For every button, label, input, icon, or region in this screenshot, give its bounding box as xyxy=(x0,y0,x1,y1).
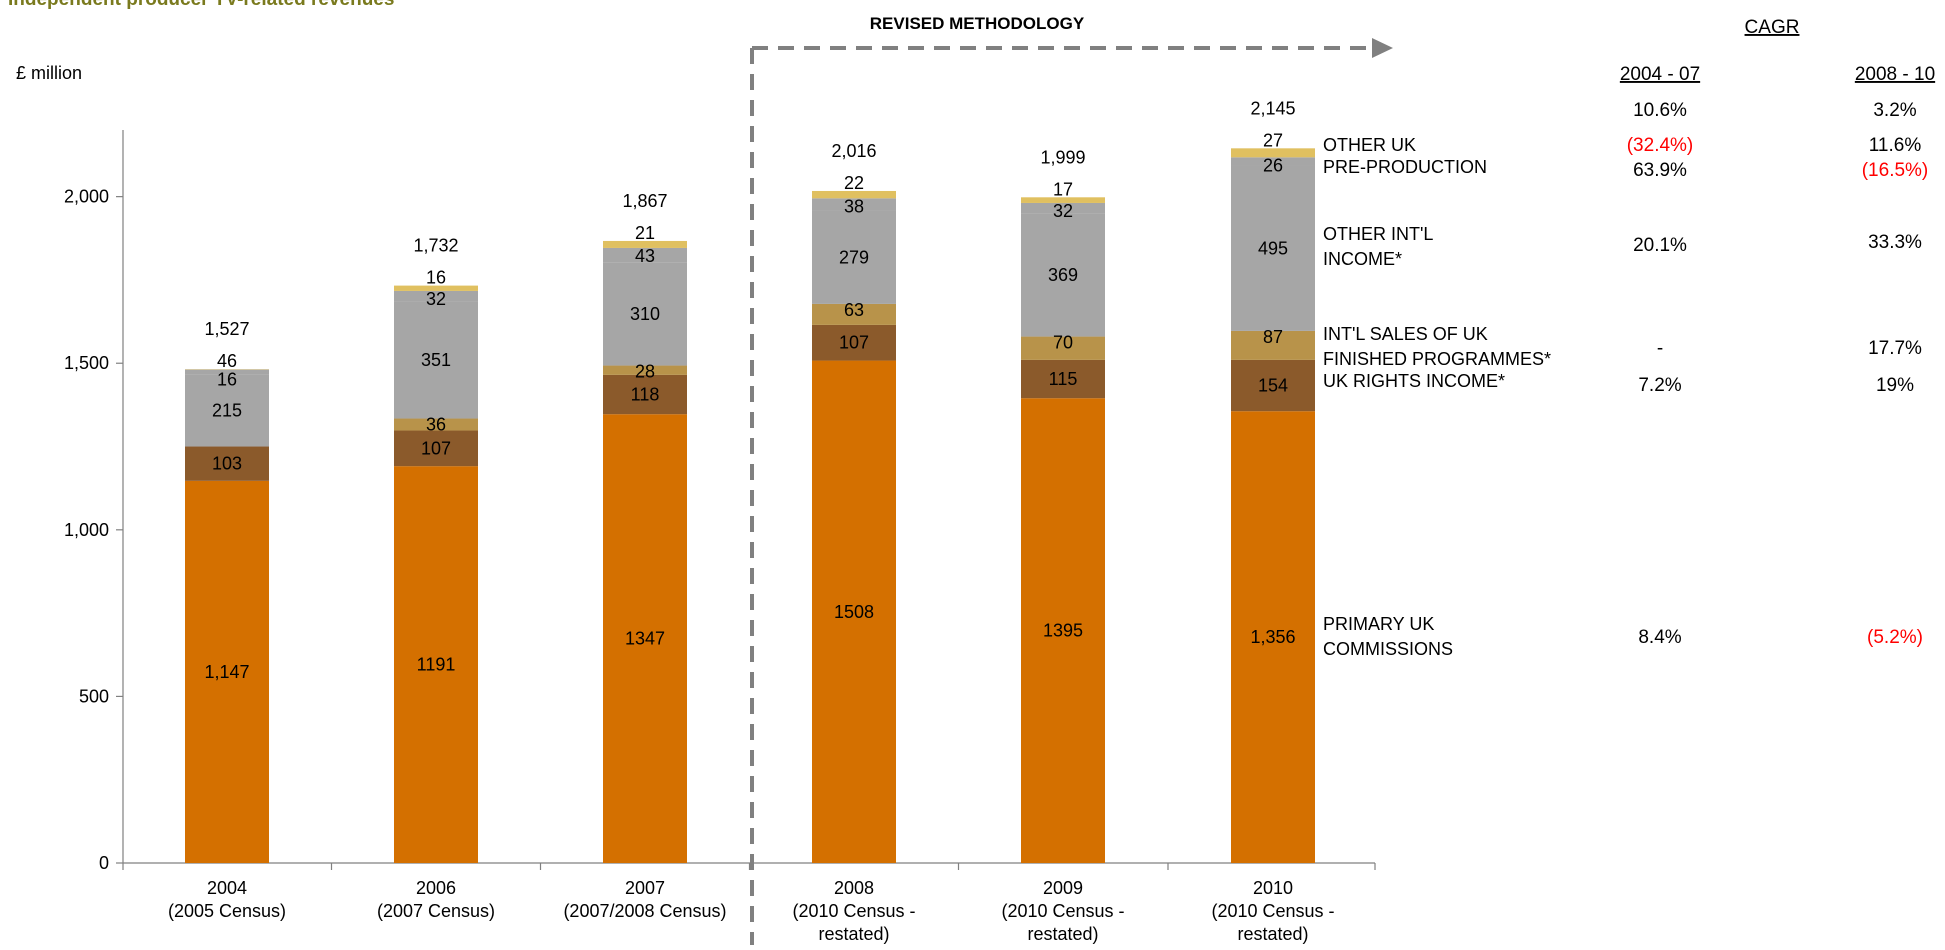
bar-value-label: 107 xyxy=(839,333,869,353)
x-category-label: (2007/2008 Census) xyxy=(563,901,726,921)
x-category-label: (2010 Census - xyxy=(1211,901,1334,921)
bar-value-label: 17 xyxy=(1053,179,1073,199)
y-tick-label: 500 xyxy=(79,686,109,706)
bar-value-label: 21 xyxy=(635,223,655,243)
cagr-value: 7.2% xyxy=(1638,375,1681,396)
bar-value-label: 154 xyxy=(1258,376,1288,396)
cagr-value: 8.4% xyxy=(1638,627,1681,648)
x-category-label: restated) xyxy=(818,924,889,944)
bar-value-label: 1395 xyxy=(1043,621,1083,641)
legend-entry: UK RIGHTS INCOME* xyxy=(1323,371,1505,391)
bar-value-label: 310 xyxy=(630,304,660,324)
cagr-value: (16.5%) xyxy=(1862,160,1929,181)
bar-total-label: 2,016 xyxy=(831,141,876,161)
bar-value-label: 32 xyxy=(426,289,446,309)
bar-total-label: 1,527 xyxy=(204,319,249,339)
bar-value-label: 103 xyxy=(212,454,242,474)
x-category-label: restated) xyxy=(1237,924,1308,944)
bar-value-label: 16 xyxy=(217,370,237,390)
bar-value-label: 351 xyxy=(421,350,451,370)
bar-value-label: 1,356 xyxy=(1250,627,1295,647)
bar-value-label: 1508 xyxy=(834,602,874,622)
cagr-value: - xyxy=(1657,338,1663,359)
x-category-year: 2007 xyxy=(625,878,665,898)
legend-entry: COMMISSIONS xyxy=(1323,639,1453,659)
bar-total-label: 2,145 xyxy=(1250,98,1295,118)
x-category-year: 2008 xyxy=(834,878,874,898)
bar-value-label: 27 xyxy=(1263,130,1283,150)
x-category-label: restated) xyxy=(1027,924,1098,944)
cagr-value: 33.3% xyxy=(1868,232,1922,253)
bar-value-label: 1191 xyxy=(417,655,456,675)
cagr-value: 17.7% xyxy=(1868,338,1922,359)
bar-total-label: 1,999 xyxy=(1040,147,1085,167)
x-category-year: 2010 xyxy=(1253,878,1293,898)
bar-value-label: 43 xyxy=(635,246,655,266)
methodology-arrow-head xyxy=(1372,38,1393,58)
legend-entry: FINISHED PROGRAMMES* xyxy=(1323,349,1551,369)
bar-value-label: 46 xyxy=(217,351,237,371)
bar-value-label: 70 xyxy=(1053,333,1073,353)
cagr-column-header: 2004 - 07 xyxy=(1620,64,1700,85)
bar-value-label: 63 xyxy=(844,300,864,320)
chart-title: Independent producer TV-related revenues xyxy=(8,0,394,10)
y-tick-label: 2,000 xyxy=(64,187,109,207)
x-category-label: (2005 Census) xyxy=(168,901,286,921)
cagr-title: CAGR xyxy=(1745,17,1800,38)
y-axis-label: £ million xyxy=(16,63,82,83)
bar-value-label: 107 xyxy=(421,438,451,458)
cagr-total-value: 10.6% xyxy=(1633,100,1687,121)
bar-value-label: 16 xyxy=(426,268,446,288)
bar-value-label: 87 xyxy=(1263,327,1283,347)
cagr-column-header: 2008 - 10 xyxy=(1855,64,1935,85)
bar-value-label: 215 xyxy=(212,401,242,421)
bar-value-label: 1,147 xyxy=(204,662,249,682)
x-category-label: (2010 Census - xyxy=(1001,901,1124,921)
x-category-label: (2010 Census - xyxy=(792,901,915,921)
bar-value-label: 22 xyxy=(844,173,864,193)
y-tick-label: 1,000 xyxy=(64,520,109,540)
bar-value-label: 279 xyxy=(839,247,869,267)
x-category-year: 2004 xyxy=(207,878,247,898)
bar-value-label: 32 xyxy=(1053,201,1073,221)
bar-value-label: 1347 xyxy=(625,629,665,649)
cagr-value: (5.2%) xyxy=(1867,627,1923,648)
bar-value-label: 115 xyxy=(1049,369,1078,389)
x-category-year: 2006 xyxy=(416,878,456,898)
legend-entry: OTHER INT'L xyxy=(1323,224,1433,244)
bar-value-label: 26 xyxy=(1263,155,1283,175)
bar-value-label: 38 xyxy=(844,196,864,216)
cagr-value: 20.1% xyxy=(1633,235,1687,256)
cagr-value: 19% xyxy=(1876,375,1914,396)
y-tick-label: 1,500 xyxy=(64,353,109,373)
legend-entry: PRIMARY UK xyxy=(1323,614,1434,634)
bar-value-label: 28 xyxy=(635,362,655,382)
bar-value-label: 118 xyxy=(631,385,660,405)
bar-total-label: 1,867 xyxy=(622,191,667,211)
x-category-year: 2009 xyxy=(1043,878,1083,898)
cagr-value: (32.4%) xyxy=(1627,135,1694,156)
legend-entry: INT'L SALES OF UK xyxy=(1323,324,1488,344)
y-tick-label: 0 xyxy=(99,853,109,873)
legend-entry: INCOME* xyxy=(1323,249,1402,269)
cagr-total-value: 3.2% xyxy=(1873,100,1916,121)
cagr-value: 11.6% xyxy=(1869,135,1922,156)
bar-value-label: 495 xyxy=(1258,238,1288,258)
methodology-annotation: REVISED METHODOLOGY xyxy=(870,14,1085,33)
bar-value-label: 36 xyxy=(426,415,446,435)
x-category-label: (2007 Census) xyxy=(377,901,495,921)
legend-entry: OTHER UK xyxy=(1323,135,1416,155)
cagr-value: 63.9% xyxy=(1633,160,1687,181)
bar-value-label: 369 xyxy=(1048,265,1078,285)
bar-total-label: 1,732 xyxy=(413,236,458,256)
legend-entry: PRE-PRODUCTION xyxy=(1323,157,1487,177)
